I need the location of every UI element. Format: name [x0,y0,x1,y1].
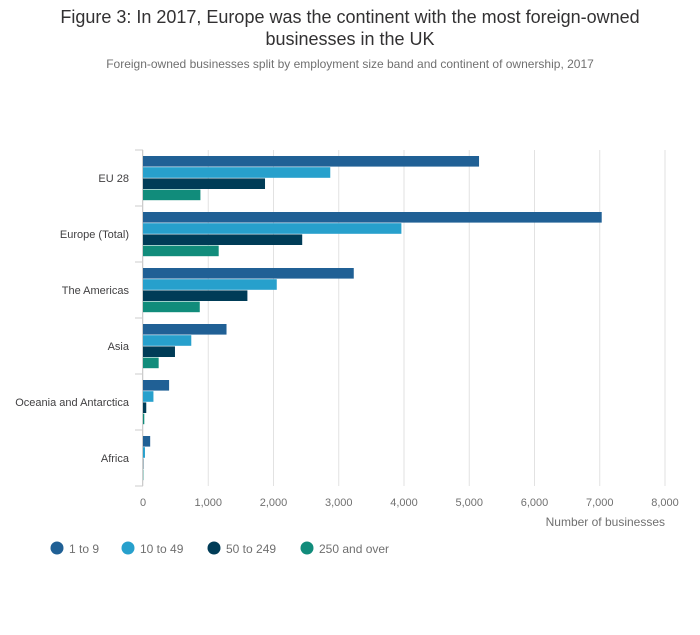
bar-1-to-9 [143,324,227,335]
legend-label: 1 to 9 [69,542,99,556]
bar-1-to-9 [143,212,602,223]
bar-10-to-49 [143,447,145,458]
legend-marker [121,541,135,555]
x-tick-label: 5,000 [455,497,483,509]
x-tick-label: 7,000 [586,497,614,509]
x-tick-label: 3,000 [325,497,353,509]
bar-50-to-249 [143,290,248,301]
bar-250-and-over [143,301,200,313]
x-axis-title: Number of businesses [546,515,665,529]
bar-50-to-249 [143,402,147,413]
bar-50-to-249 [143,346,175,357]
category-label: Asia [108,341,130,353]
bar-1-to-9 [143,156,480,167]
x-tick-label: 6,000 [521,497,549,509]
bar-10-to-49 [143,391,154,402]
bar-50-to-249 [143,234,303,245]
legend-marker [300,541,314,555]
category-label: Oceania and Antarctica [15,397,130,409]
bar-250-and-over [143,245,219,257]
bar-250-and-over [143,189,201,201]
chart-subtitle: Foreign-owned businesses split by employ… [106,57,594,71]
bar-1-to-9 [143,380,170,391]
category-label: Africa [101,453,130,465]
legend-label: 250 and over [319,542,389,556]
bar-1-to-9 [143,268,354,279]
x-tick-label: 0 [140,497,146,509]
bar-250-and-over [143,413,145,425]
x-tick-label: 1,000 [194,497,222,509]
legend-label: 50 to 249 [226,542,276,556]
chart-title: Figure 3: In 2017, Europe was the contin… [60,7,640,49]
legend-marker [50,541,64,555]
bar-10-to-49 [143,279,277,290]
category-label: The Americas [62,285,130,297]
bar-10-to-49 [143,167,331,178]
bar-1-to-9 [143,436,151,447]
bar-50-to-249 [143,178,266,189]
legend-label: 10 to 49 [140,542,184,556]
category-label: Europe (Total) [60,229,129,241]
bar-10-to-49 [143,335,192,346]
category-label: EU 28 [98,173,129,185]
bar-250-and-over [143,357,159,369]
legend-marker [207,541,221,555]
x-tick-label: 8,000 [651,497,679,509]
bar-10-to-49 [143,223,402,234]
x-tick-label: 2,000 [260,497,288,509]
x-tick-label: 4,000 [390,497,418,509]
